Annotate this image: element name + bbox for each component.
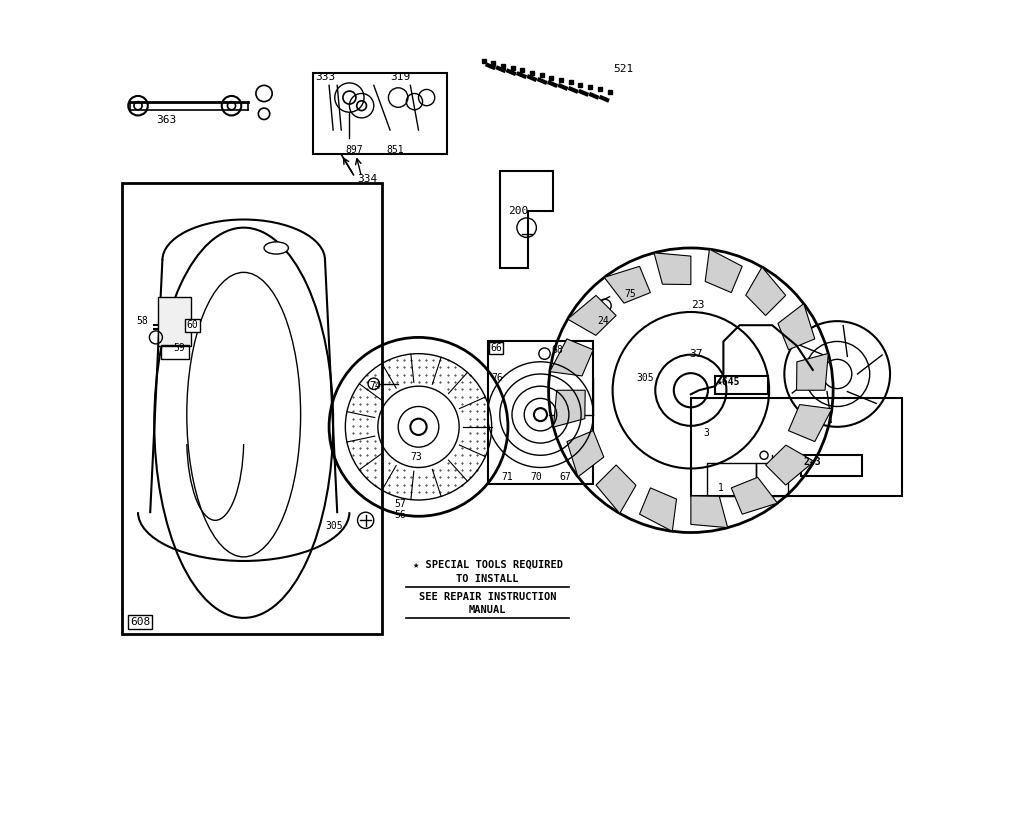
Polygon shape: [731, 477, 777, 514]
Polygon shape: [567, 431, 604, 477]
Text: ★645: ★645: [717, 376, 740, 386]
Text: 57: 57: [394, 499, 406, 509]
Bar: [756, 463, 788, 496]
Polygon shape: [706, 249, 742, 293]
Text: 60: 60: [186, 320, 199, 330]
Text: 59: 59: [173, 343, 184, 353]
Text: 334: 334: [357, 174, 378, 184]
Text: 74: 74: [370, 381, 382, 391]
Text: 73: 73: [411, 452, 422, 462]
Polygon shape: [604, 267, 650, 303]
Text: 70: 70: [530, 472, 543, 482]
Text: 37: 37: [689, 349, 702, 359]
Text: 319: 319: [390, 72, 411, 82]
Polygon shape: [797, 354, 828, 390]
Text: 851: 851: [386, 146, 403, 155]
Text: 333: 333: [315, 72, 336, 82]
Polygon shape: [553, 390, 585, 427]
Bar: [161, 345, 189, 359]
Bar: [801, 455, 861, 476]
Polygon shape: [691, 496, 728, 528]
Text: 58: 58: [136, 316, 148, 326]
Text: 1: 1: [718, 483, 724, 493]
Bar: [708, 463, 756, 496]
Text: 305: 305: [325, 521, 343, 531]
Bar: [159, 297, 190, 346]
Text: 68: 68: [551, 345, 563, 354]
Polygon shape: [766, 446, 814, 485]
Text: 521: 521: [613, 64, 634, 74]
Bar: [691, 398, 902, 496]
Text: 71: 71: [502, 472, 513, 482]
Polygon shape: [778, 303, 815, 350]
Bar: [715, 376, 768, 394]
Text: 3: 3: [703, 428, 709, 437]
Text: 67: 67: [559, 472, 571, 482]
Bar: [312, 73, 446, 154]
Polygon shape: [640, 488, 677, 532]
Polygon shape: [567, 295, 616, 335]
Bar: [122, 183, 382, 634]
Text: 23: 23: [691, 300, 705, 310]
Text: ★ SPECIAL TOOLS REQUIRED: ★ SPECIAL TOOLS REQUIRED: [413, 560, 562, 570]
Text: 75: 75: [625, 289, 636, 299]
Text: SEE REPAIR INSTRUCTION: SEE REPAIR INSTRUCTION: [419, 592, 556, 602]
Text: 2★3: 2★3: [803, 457, 820, 467]
Text: TO INSTALL: TO INSTALL: [457, 574, 519, 584]
Text: 363: 363: [156, 115, 176, 125]
Polygon shape: [788, 405, 831, 441]
Text: 608: 608: [130, 617, 151, 627]
Text: 76: 76: [492, 373, 504, 383]
Polygon shape: [654, 253, 691, 285]
Text: 200: 200: [508, 207, 528, 216]
Polygon shape: [550, 339, 593, 376]
Ellipse shape: [264, 242, 289, 254]
Text: 56: 56: [394, 510, 406, 520]
Bar: [487, 341, 593, 484]
Text: MANUAL: MANUAL: [469, 605, 506, 615]
Circle shape: [674, 373, 708, 407]
Text: 24: 24: [597, 316, 609, 326]
Polygon shape: [596, 465, 636, 514]
Text: 897: 897: [345, 146, 362, 155]
Polygon shape: [745, 267, 785, 315]
Text: 66: 66: [490, 343, 502, 353]
Text: 305: 305: [636, 373, 654, 383]
